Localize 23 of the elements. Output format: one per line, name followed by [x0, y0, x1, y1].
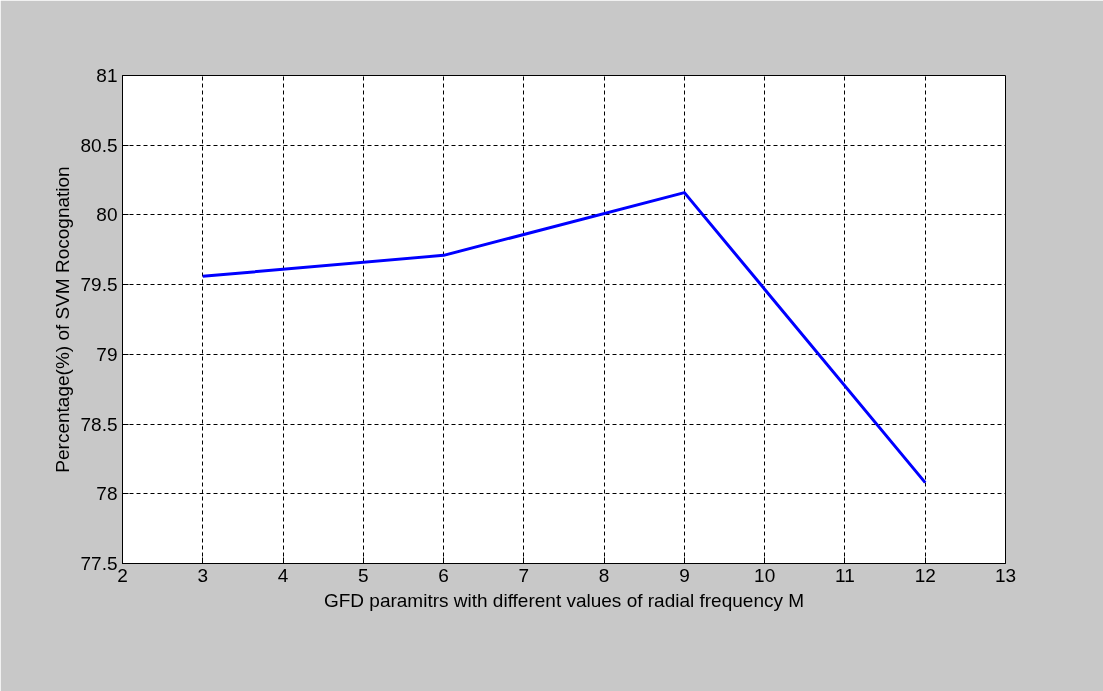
y-tick-label: 80.5 — [80, 134, 118, 156]
y-tick-label: 80 — [96, 204, 118, 226]
x-tick-label: 12 — [914, 564, 936, 586]
y-tick-label: 79.5 — [80, 274, 118, 296]
y-tick-label: 81 — [96, 65, 118, 86]
x-tick-label: 13 — [994, 564, 1017, 586]
x-tick-label: 7 — [518, 564, 530, 586]
x-tick-label: 5 — [358, 564, 369, 586]
y-tick-label: 78 — [96, 483, 118, 505]
y-axis-title: Percentage(%) of SVM Rocognation — [51, 166, 73, 473]
x-tick-label: 11 — [835, 564, 855, 586]
x-axis-title: GFD paramitrs with different values of radial frequency M — [323, 589, 805, 611]
x-tick-label: 9 — [679, 564, 690, 586]
x-tick-label: 2 — [117, 564, 128, 586]
x-tick-label: 8 — [598, 564, 610, 586]
x-tick-label: 3 — [197, 564, 209, 586]
x-tick-label: 6 — [438, 564, 449, 586]
y-tick-label: 78.5 — [80, 413, 118, 435]
y-tick-label: 79 — [96, 343, 118, 365]
x-tick-label: 10 — [754, 564, 776, 586]
x-tick-label: 4 — [277, 564, 289, 586]
y-tick-label: 77.5 — [80, 553, 118, 574]
line-series — [201, 191, 927, 485]
